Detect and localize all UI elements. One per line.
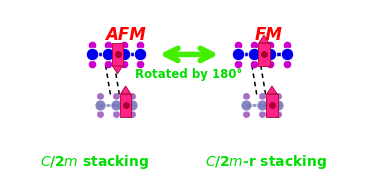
Polygon shape	[267, 86, 277, 94]
Polygon shape	[259, 35, 269, 43]
Text: Rotated by 180°: Rotated by 180°	[135, 68, 243, 81]
Text: $\mathit{C}$/2$\mathit{m}$ stacking: $\mathit{C}$/2$\mathit{m}$ stacking	[40, 153, 149, 171]
Polygon shape	[113, 66, 122, 74]
Bar	[266, 94, 278, 117]
Bar	[120, 94, 132, 117]
Text: AFM: AFM	[105, 26, 146, 44]
Bar	[112, 43, 123, 66]
Text: $\mathit{C}$/2$\mathit{m}$-r stacking: $\mathit{C}$/2$\mathit{m}$-r stacking	[205, 153, 327, 171]
Bar	[258, 43, 270, 66]
Polygon shape	[121, 86, 131, 94]
Text: FM: FM	[254, 26, 282, 44]
